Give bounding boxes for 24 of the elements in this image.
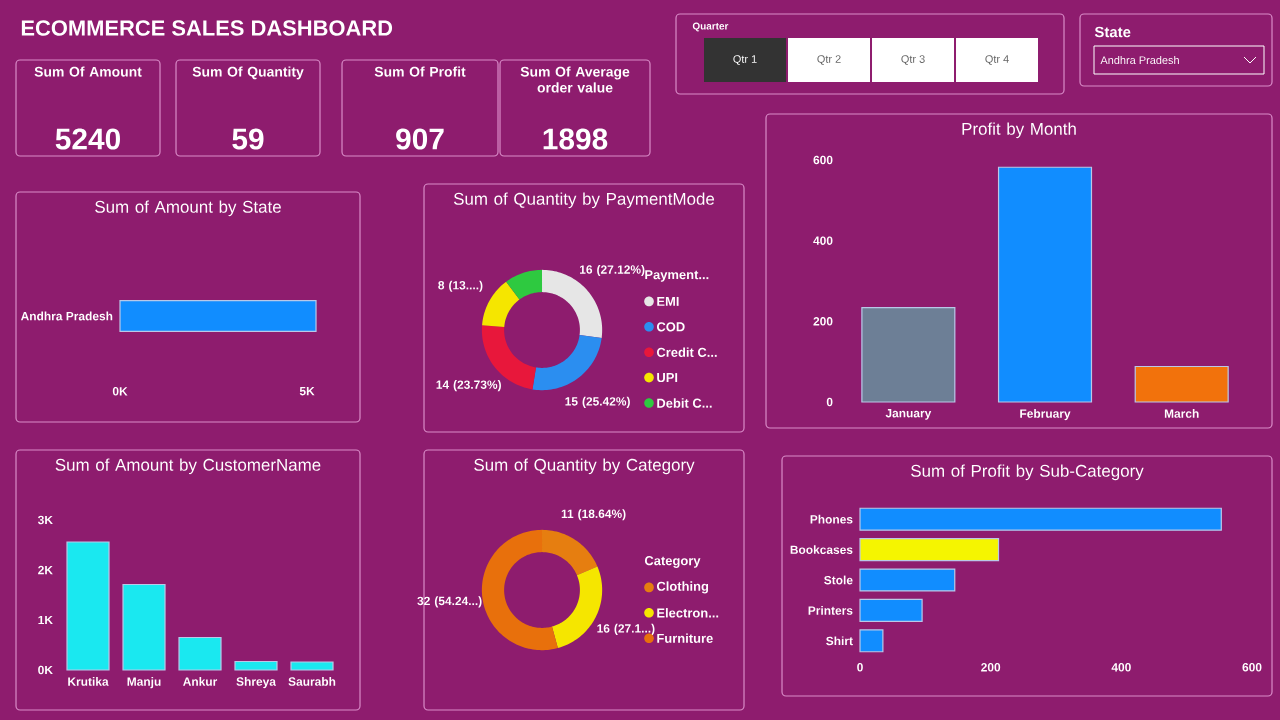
chart-title: Sum of Quantity by PaymentMode [453, 192, 715, 209]
text: 5240 [55, 128, 120, 150]
chart-title: Sum of Profit by Sub-Category [911, 464, 1144, 481]
text: ECOMMERCE SALES DASHBOARD [21, 20, 393, 36]
text: 1898 [543, 128, 608, 150]
bar [178, 636, 222, 671]
text: 59 [232, 128, 264, 150]
bar [859, 568, 956, 592]
chart-title: Sum of Amount by State [95, 200, 281, 217]
bar [234, 660, 278, 671]
bar [997, 166, 1093, 403]
bar [66, 541, 110, 671]
bar [859, 629, 884, 653]
bar [122, 583, 166, 671]
chart-title: Profit by Month [962, 122, 1076, 139]
text: 907 [396, 128, 444, 150]
bar [859, 598, 923, 622]
bar [290, 661, 334, 671]
chart-title: Sum of Quantity by Category [474, 458, 695, 475]
chart-title: Sum of Amount by CustomerName [55, 458, 321, 475]
bar [861, 307, 956, 403]
bar [859, 538, 1000, 562]
bar [1134, 365, 1229, 403]
bar [859, 507, 1222, 531]
